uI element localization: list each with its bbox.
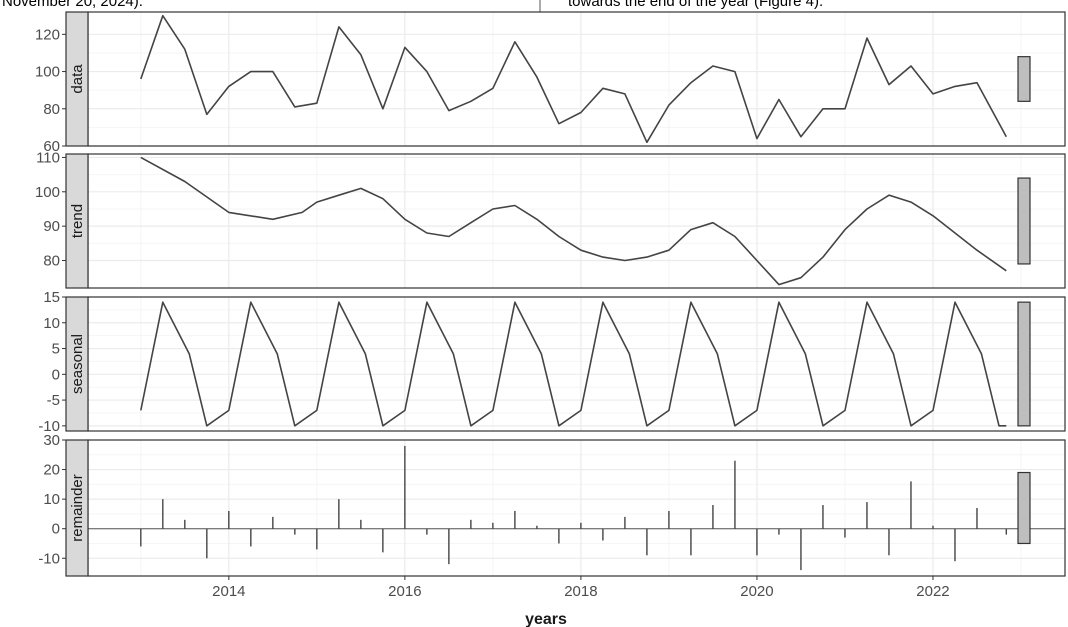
panel-background	[88, 12, 1065, 146]
y-tick-label: -10	[38, 418, 60, 435]
facet-label-trend: trend	[69, 204, 86, 238]
series-line-seasonal	[140, 301, 1007, 427]
series-line-data	[140, 14, 1008, 144]
y-tick-label: 110	[36, 149, 60, 166]
panel-remainder: remainder -10 0 10 20 30	[38, 432, 1066, 577]
y-tick-label: 15	[43, 289, 60, 306]
facet-label-data: data	[69, 64, 86, 94]
x-axis-label: years	[525, 611, 567, 627]
y-tick-label: 0	[52, 521, 60, 538]
panel-background	[88, 297, 1065, 431]
y-tick-label: 80	[43, 253, 60, 270]
y-tick-label: 120	[35, 26, 60, 43]
y-tick-label: -10	[38, 550, 60, 567]
y-tick-label: 5	[52, 341, 60, 358]
scale-bar	[1017, 177, 1031, 265]
y-tick-label: 0	[52, 366, 60, 383]
facet-strip	[65, 439, 89, 577]
facet-strip	[65, 11, 89, 147]
x-tick-label: 2022	[916, 583, 949, 600]
y-tick-label: 100	[35, 64, 60, 81]
caption-left: November 20, 2024).	[2, 0, 143, 10]
x-tick-label: 2018	[564, 583, 597, 600]
y-tick-label: 80	[43, 101, 60, 118]
panel-background	[88, 154, 1065, 288]
y-tick-label: 30	[43, 432, 60, 449]
facet-panels: data6080100120trend8090100110seasonal-10…	[35, 11, 1066, 577]
facet-label-remainder: remainder	[69, 474, 86, 542]
caption-right: towards the end of the year (Figure 4).	[568, 0, 823, 10]
x-tick-label: 2014	[212, 583, 245, 600]
y-tick-label: 10	[43, 491, 60, 508]
facet-strip	[65, 296, 89, 432]
y-tick-label: -5	[47, 392, 60, 409]
panel-trend: trend 80 90 100 110	[35, 149, 1066, 289]
facet-label-seasonal: seasonal	[69, 334, 86, 394]
y-tick-label: 90	[43, 218, 60, 235]
y-tick-label: 100	[35, 184, 60, 201]
y-tick-label: 10	[43, 315, 60, 332]
panel-seasonal: seasonal -10 -5 0 5 10 15	[38, 289, 1066, 435]
panel-background	[88, 440, 1065, 576]
scale-bar	[1017, 56, 1031, 102]
scale-bar	[1017, 471, 1031, 545]
x-axis: 2014 2016 2018 2020 2022	[212, 576, 950, 600]
y-tick-label: 20	[43, 462, 60, 479]
y-tick-label: 60	[43, 138, 60, 155]
scale-bar	[1017, 301, 1031, 427]
facet-strip	[65, 153, 89, 289]
series-line-trend	[140, 156, 1007, 286]
panel-data: data 60 80 100 120	[35, 11, 1066, 155]
x-tick-label: 2016	[388, 583, 421, 600]
x-tick-label: 2020	[740, 583, 773, 600]
